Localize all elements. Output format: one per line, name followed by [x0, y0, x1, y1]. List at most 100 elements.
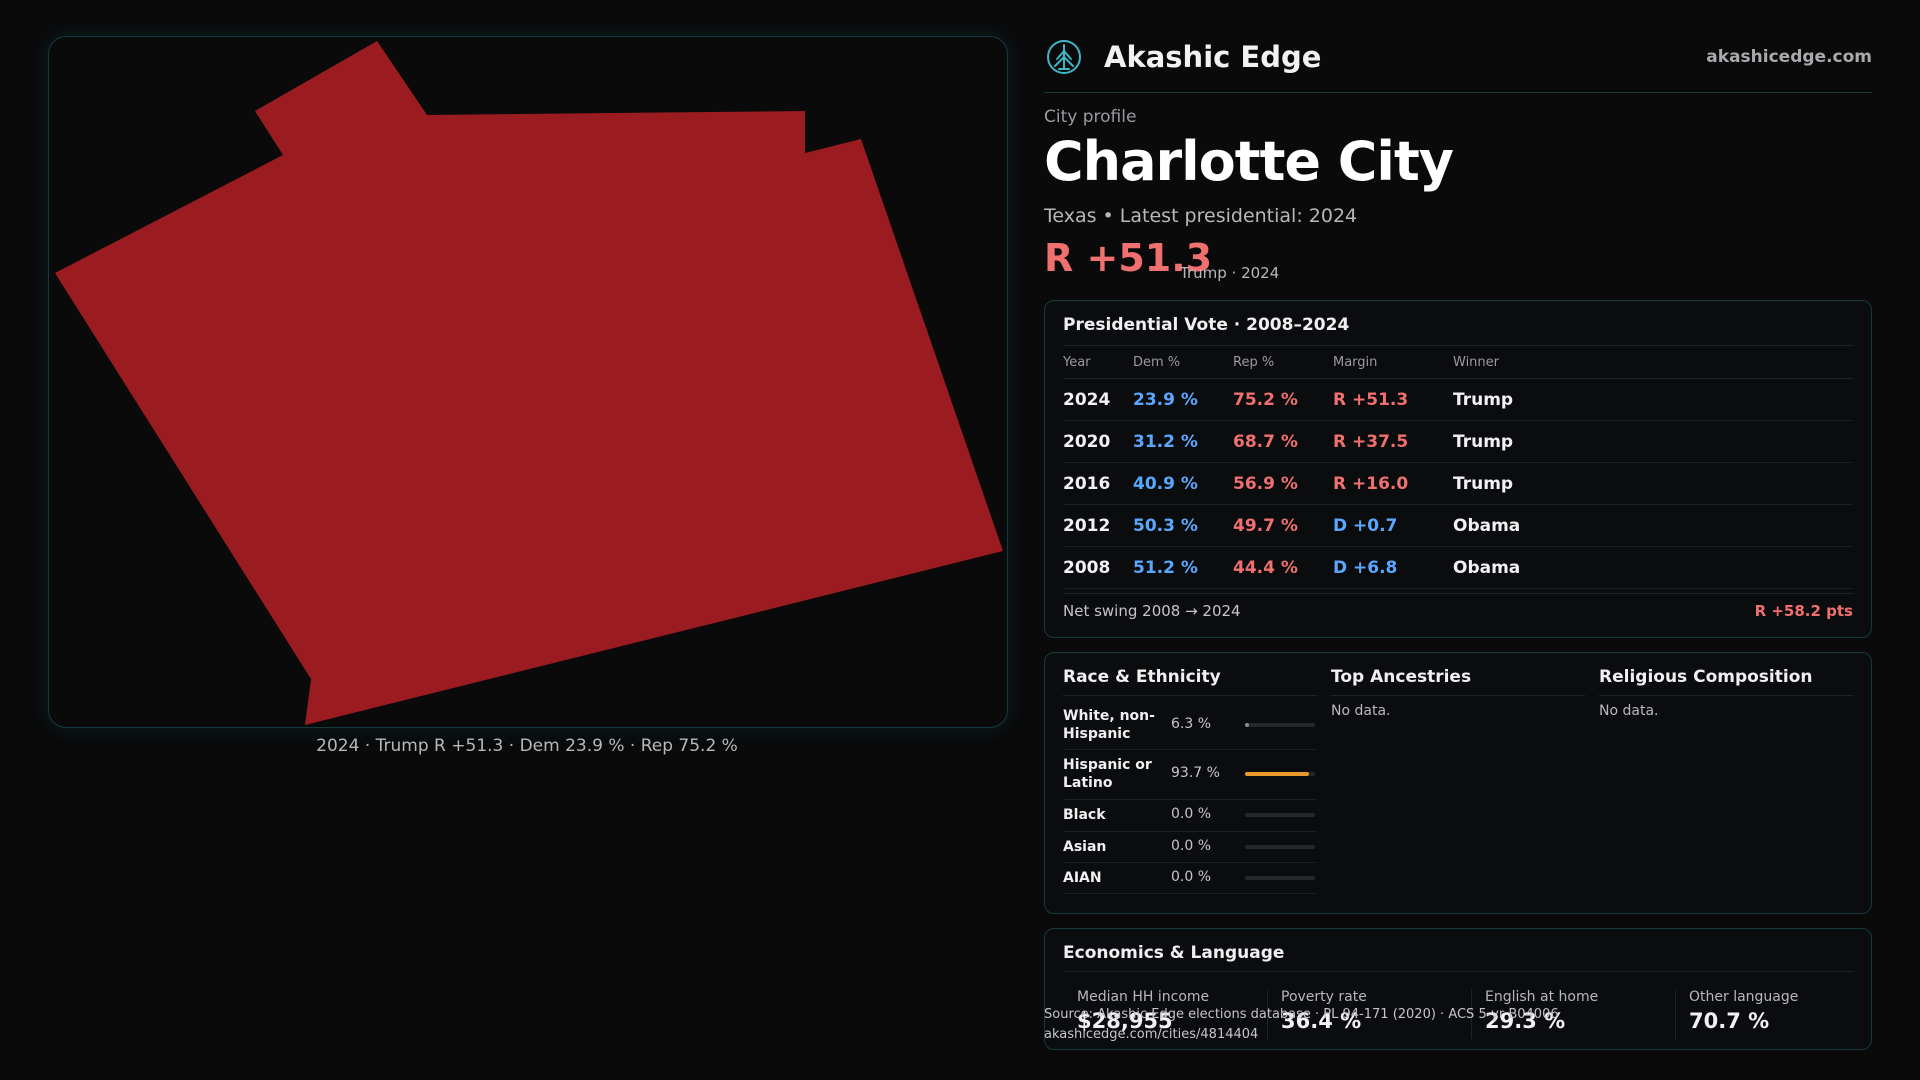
econ-english-at-home: English at home 29.3 %: [1471, 989, 1661, 1043]
source-permalink[interactable]: akashicedge.com/cities/4814404: [1044, 1027, 1259, 1042]
race-label: AIAN: [1063, 870, 1102, 886]
econ-median-income: Median HH income $28,955: [1063, 989, 1253, 1043]
cell-margin: R +16.0: [1333, 474, 1409, 494]
net-swing-row: Net swing 2008 → 2024 R +58.2 pts: [1063, 593, 1853, 624]
map-panel: [48, 36, 1008, 728]
race-label: Black: [1063, 807, 1106, 823]
ancestries-title: Top Ancestries: [1331, 667, 1472, 687]
page-eyebrow: City profile: [1044, 107, 1137, 127]
cell-rep: 49.7 %: [1233, 516, 1298, 536]
cell-year: 2024: [1063, 390, 1111, 410]
cell-margin: D +6.8: [1333, 558, 1398, 578]
column-header-year: Year: [1063, 355, 1091, 370]
race-row: Black 0.0 %: [1063, 799, 1317, 832]
race-value: 93.7 %: [1171, 765, 1220, 781]
net-swing-value: R +58.2 pts: [1754, 602, 1853, 620]
religion-title: Religious Composition: [1599, 667, 1813, 687]
econ-value: 70.7 %: [1689, 1009, 1770, 1033]
cell-year: 2016: [1063, 474, 1111, 494]
divider: [1471, 989, 1472, 1039]
race-value: 0.0 %: [1171, 806, 1212, 822]
source-citation: Source: Akashic Edge elections database …: [1044, 1007, 1559, 1022]
cell-rep: 68.7 %: [1233, 432, 1298, 452]
econ-label: English at home: [1485, 989, 1599, 1005]
table-header: Year Dem % Rep % Margin Winner: [1063, 345, 1853, 379]
econ-poverty-rate: Poverty rate 36.4 %: [1267, 989, 1457, 1043]
cell-margin: R +51.3: [1333, 390, 1409, 410]
card-title: Economics & Language: [1063, 943, 1285, 963]
cell-dem: 51.2 %: [1133, 558, 1198, 578]
column-header-winner: Winner: [1453, 355, 1500, 370]
race-bar-fill: [1245, 772, 1309, 776]
demographics-card: Race & Ethnicity White, non-Hispanic 6.3…: [1044, 652, 1872, 914]
econ-label: Median HH income: [1077, 989, 1210, 1005]
cell-rep: 56.9 %: [1233, 474, 1298, 494]
race-row: Hispanic or Latino 93.7 %: [1063, 749, 1317, 800]
vote-table: Year Dem % Rep % Margin Winner 2024 23.9…: [1063, 345, 1853, 589]
cell-winner: Obama: [1453, 558, 1521, 578]
headline-margin-note: Trump · 2024: [1180, 264, 1280, 282]
race-value: 0.0 %: [1171, 869, 1212, 885]
race-value: 6.3 %: [1171, 716, 1212, 732]
card-title: Presidential Vote · 2008–2024: [1063, 315, 1350, 335]
race-label: White, non-Hispanic: [1063, 708, 1155, 742]
page-title: Charlotte City: [1044, 130, 1454, 193]
race-bar-track: [1245, 723, 1315, 727]
econ-value: $28,955: [1077, 1009, 1173, 1033]
econ-other-language: Other language 70.7 %: [1675, 989, 1865, 1043]
table-row: 2024 23.9 % 75.2 % R +51.3 Trump: [1063, 379, 1853, 421]
presidential-vote-card: Presidential Vote · 2008–2024 Year Dem %…: [1044, 300, 1872, 638]
race-bar-fill: [1245, 723, 1249, 727]
ancestries-empty: No data.: [1331, 703, 1391, 719]
cell-dem: 40.9 %: [1133, 474, 1198, 494]
econ-label: Other language: [1689, 989, 1799, 1005]
race-ethnicity-title: Race & Ethnicity: [1063, 667, 1221, 687]
akashic-tree-icon: [1047, 40, 1081, 74]
divider: [1267, 989, 1268, 1039]
page-subtitle: Texas • Latest presidential: 2024: [1044, 205, 1358, 227]
divider: [1675, 989, 1676, 1039]
cell-dem: 31.2 %: [1133, 432, 1198, 452]
race-label: Asian: [1063, 839, 1107, 855]
brand-url-link[interactable]: akashicedge.com: [1706, 47, 1872, 67]
race-bar-track: [1245, 772, 1315, 776]
cell-winner: Trump: [1453, 474, 1514, 494]
race-row: White, non-Hispanic 6.3 %: [1063, 701, 1317, 750]
cell-winner: Obama: [1453, 516, 1521, 536]
cell-rep: 75.2 %: [1233, 390, 1298, 410]
divider: [1063, 695, 1317, 696]
cell-year: 2020: [1063, 432, 1111, 452]
city-boundary-map: [55, 41, 1003, 725]
econ-label: Poverty rate: [1281, 989, 1367, 1005]
source-footer: Source: Akashic Edge elections database …: [1044, 1005, 1559, 1045]
map-caption: 2024 · Trump R +51.3 · Dem 23.9 % · Rep …: [316, 736, 738, 756]
cell-margin: R +37.5: [1333, 432, 1409, 452]
cell-dem: 50.3 %: [1133, 516, 1198, 536]
race-bar-track: [1245, 845, 1315, 849]
divider: [1063, 971, 1853, 972]
headline-margin: R +51.3: [1044, 236, 1213, 280]
net-swing-label: Net swing 2008 → 2024: [1063, 602, 1241, 620]
cell-year: 2012: [1063, 516, 1111, 536]
race-label: Hispanic or Latino: [1063, 757, 1152, 791]
race-bar-track: [1245, 813, 1315, 817]
religion-empty: No data.: [1599, 703, 1659, 719]
cell-margin: D +0.7: [1333, 516, 1398, 536]
cell-winner: Trump: [1453, 432, 1514, 452]
brand-header: Akashic Edge akashicedge.com: [1044, 36, 1872, 93]
econ-value: 29.3 %: [1485, 1009, 1566, 1033]
brand-name: Akashic Edge: [1104, 40, 1322, 74]
column-header-rep: Rep %: [1233, 355, 1275, 370]
econ-value: 36.4 %: [1281, 1009, 1362, 1033]
race-value: 0.0 %: [1171, 838, 1212, 854]
economics-card: Economics & Language Median HH income $2…: [1044, 928, 1872, 1050]
table-row: 2008 51.2 % 44.4 % D +6.8 Obama: [1063, 547, 1853, 589]
column-header-dem: Dem %: [1133, 355, 1181, 370]
table-row: 2020 31.2 % 68.7 % R +37.5 Trump: [1063, 421, 1853, 463]
city-boundary-shape[interactable]: [55, 41, 1003, 725]
race-row: AIAN 0.0 %: [1063, 862, 1317, 894]
cell-winner: Trump: [1453, 390, 1514, 410]
divider: [1599, 695, 1853, 696]
divider: [1331, 695, 1585, 696]
table-row: 2016 40.9 % 56.9 % R +16.0 Trump: [1063, 463, 1853, 505]
